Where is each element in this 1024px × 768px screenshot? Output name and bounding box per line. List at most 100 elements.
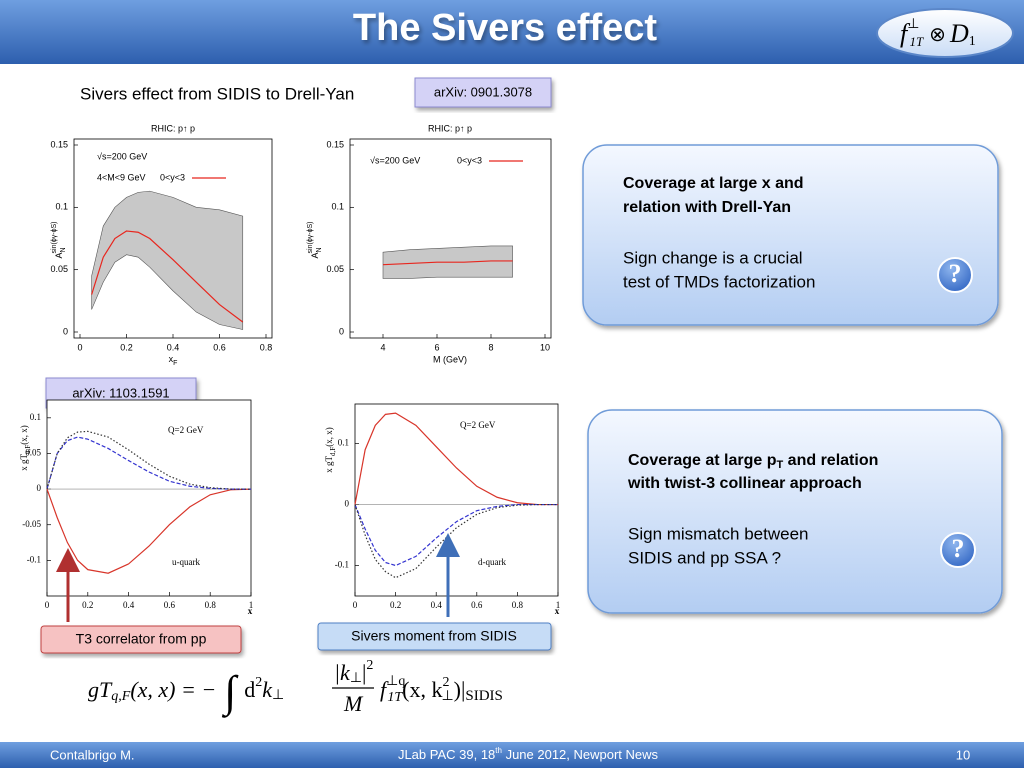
- y-tick-label: 0.1: [331, 202, 344, 212]
- x-axis-label: xF: [169, 354, 178, 366]
- y-label-part: (x, x): [324, 427, 334, 447]
- ref: arXiv: 0901.3078: [434, 84, 532, 99]
- eq-part: 2: [255, 675, 262, 690]
- x-tick-label: 0.8: [260, 342, 273, 352]
- eq-part: f⊥q 1T(x, k2 ⊥)|SIDIS: [380, 674, 503, 705]
- y-label-part: sin(ϕγ-ϕS): [51, 221, 58, 253]
- y-tick-label: 0.15: [50, 139, 68, 149]
- x-tick-label: 0.2: [82, 600, 93, 610]
- logo: f⊥ 1T ⊗ D1: [900, 17, 976, 49]
- legend-label: 0<y<3: [457, 155, 482, 165]
- y-axis-label: x gTd,F(x, x): [324, 427, 337, 472]
- eq-part: k: [262, 677, 273, 702]
- eq-part: 1T: [387, 690, 403, 705]
- y-tick-label: 0.1: [338, 438, 349, 448]
- x-tick-label: 8: [488, 342, 493, 352]
- y-tick-label: 0: [339, 326, 344, 336]
- logo-part: D: [949, 19, 969, 48]
- eq-part: (x, x) = −: [130, 677, 216, 702]
- eq-part: gT: [88, 677, 113, 702]
- heading-part: Coverage at large p: [628, 452, 777, 469]
- x-tick-label: 0.2: [390, 600, 401, 610]
- x-axis-label: M (GeV): [433, 354, 467, 364]
- eq-part: f: [380, 677, 389, 702]
- x-tick-label: 1: [556, 600, 561, 610]
- heading-part: and relation: [783, 452, 878, 469]
- legend-label: 0<y<3: [160, 172, 185, 182]
- y-label-part: A: [54, 253, 64, 259]
- annotation: Q=2 GeV: [168, 425, 204, 435]
- y-label-part: N: [316, 247, 323, 252]
- plot-frame: [354, 403, 559, 597]
- chart-title: RHIC: p↑ p: [151, 123, 195, 133]
- plot-frame: [349, 138, 552, 339]
- panel-heading: Coverage at large x and: [623, 175, 804, 192]
- series-line: [46, 436, 251, 490]
- eq-part: |k⊥|2: [334, 658, 373, 686]
- y-label-part: sin(ϕγ-ϕS): [307, 221, 314, 253]
- question-icon[interactable]: [940, 532, 976, 568]
- y-label-part: (x, x): [19, 425, 29, 445]
- y-tick-label: -0.1: [27, 554, 41, 564]
- panel-text: Sign change is a crucial: [623, 248, 803, 267]
- ref: arXiv: 1103.1591: [72, 385, 169, 400]
- question-icon[interactable]: [937, 257, 973, 293]
- y-tick-label: 0: [345, 499, 350, 509]
- logo-part: ⊥: [907, 17, 919, 32]
- x-tick-label: 1: [249, 600, 254, 610]
- y-axis-label: ANsin(ϕγ-ϕS): [307, 221, 323, 258]
- eq-part: )|: [454, 677, 466, 702]
- x-tick-label: 0: [353, 600, 358, 610]
- panel: [582, 144, 999, 326]
- icon-text: ?: [952, 534, 965, 563]
- x-tick-label: 0.8: [205, 600, 217, 610]
- logo-part: 1T: [909, 34, 924, 49]
- x-tick-label: 0.8: [512, 600, 524, 610]
- event-part: June 2012, Newport News: [502, 747, 659, 762]
- series-line: [354, 412, 558, 506]
- y-tick-label: 0.05: [25, 448, 41, 458]
- x-tick-label: 0: [77, 342, 82, 352]
- icon-text: ?: [949, 259, 962, 288]
- eq-part: q,F: [111, 689, 131, 704]
- panel-heading: with twist-3 collinear approach: [627, 475, 862, 492]
- panel-heading: relation with Drell-Yan: [623, 199, 791, 216]
- x-tick-label: 0.2: [120, 342, 133, 352]
- y-label-part: d,F: [329, 447, 337, 456]
- x-tick-label: 0.6: [213, 342, 226, 352]
- logo-part: f: [900, 19, 911, 48]
- annotation: u-quark: [172, 557, 200, 567]
- panel-heading: Coverage at large pT and relation: [628, 452, 878, 471]
- eq-part: 2: [366, 658, 373, 673]
- eq-part: M: [343, 691, 364, 716]
- y-tick-label: 0: [63, 326, 68, 336]
- slide-title: The Sivers effect: [353, 7, 657, 49]
- callout-box: [40, 625, 242, 654]
- eq-part: ⊥: [350, 671, 362, 686]
- eq-part: SIDIS: [465, 688, 503, 704]
- y-label-part: N: [60, 247, 67, 252]
- panel-text: test of TMDs factorization: [623, 272, 815, 291]
- subtitle: Sivers effect from SIDIS to Drell-Yan: [80, 84, 354, 103]
- callout-box: [317, 622, 552, 651]
- eq-part: ⊥q: [386, 674, 405, 689]
- event-part: th: [495, 746, 502, 755]
- y-label-part: x gT: [324, 455, 334, 472]
- header-bar: [0, 0, 1024, 64]
- x-tick-label: 6: [434, 342, 439, 352]
- y-tick-label: 0.15: [326, 139, 344, 149]
- equation: gTq,F(x, x) = − ∫ d2k⊥ |k⊥|2 M f⊥q 1T(x, k2…: [88, 658, 503, 718]
- eq-part: ⊥: [441, 689, 453, 704]
- y-label-part: A: [310, 253, 320, 259]
- eq-part: 2: [442, 675, 449, 690]
- footer-bar: [0, 742, 1024, 768]
- y-tick-label: 0.05: [50, 264, 68, 274]
- eq-part: gTq,F(x, x) = − ∫ d2k⊥: [88, 667, 284, 718]
- panel: [587, 409, 1003, 614]
- x-axis-label: x: [555, 606, 560, 616]
- x-tick-label: 0: [45, 600, 50, 610]
- x-tick-label: 0.4: [123, 600, 135, 610]
- annotation: √s=200 GeV: [97, 151, 147, 161]
- eq-part: |k: [334, 660, 351, 685]
